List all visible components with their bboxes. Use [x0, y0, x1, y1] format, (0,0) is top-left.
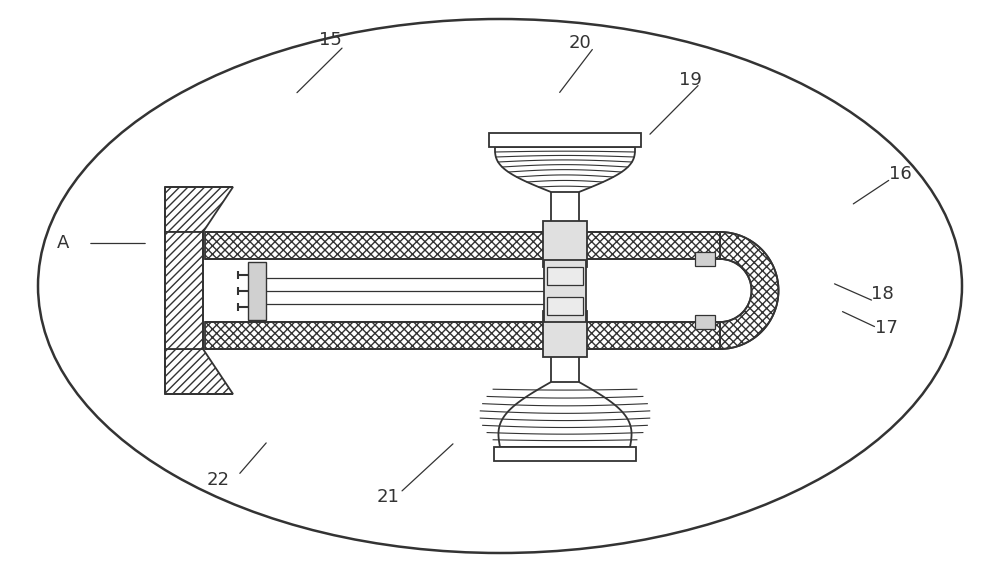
Text: 17: 17: [875, 319, 897, 337]
Polygon shape: [720, 232, 778, 349]
Bar: [547, 297, 583, 314]
Polygon shape: [165, 349, 233, 394]
Text: A: A: [57, 234, 69, 253]
Text: 21: 21: [377, 488, 399, 507]
Bar: [695, 252, 715, 266]
Bar: [248, 261, 266, 320]
Polygon shape: [498, 382, 632, 447]
Bar: [165, 232, 203, 349]
Bar: [544, 260, 586, 321]
Bar: [205, 232, 720, 259]
Bar: [543, 311, 587, 357]
Bar: [489, 133, 641, 147]
Text: 20: 20: [569, 34, 591, 53]
Polygon shape: [165, 187, 233, 232]
Bar: [494, 447, 636, 461]
Bar: [205, 322, 720, 349]
Bar: [547, 267, 583, 284]
Polygon shape: [495, 147, 635, 192]
Text: 15: 15: [319, 31, 341, 50]
Bar: [695, 315, 715, 329]
Text: 18: 18: [871, 285, 893, 304]
Text: 22: 22: [207, 471, 230, 489]
Text: 16: 16: [889, 165, 911, 183]
Text: 19: 19: [679, 70, 701, 89]
Bar: [543, 221, 587, 267]
Ellipse shape: [38, 19, 962, 553]
